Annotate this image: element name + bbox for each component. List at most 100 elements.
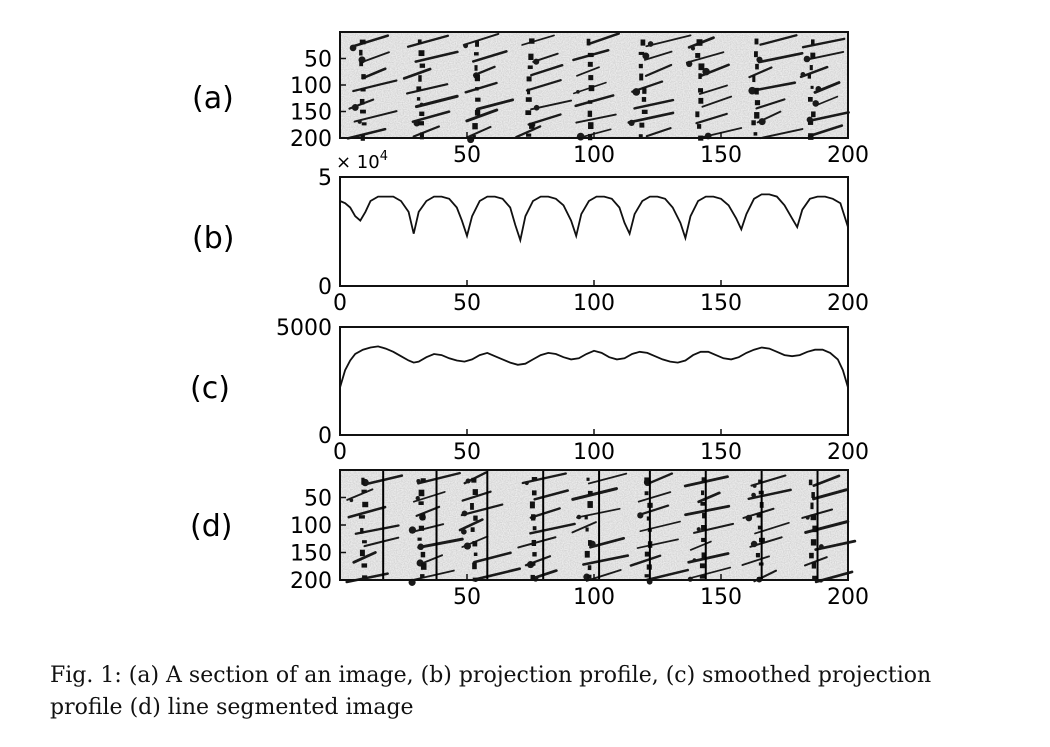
ink-mark: [585, 527, 589, 532]
ink-dot: [748, 86, 757, 95]
ink-mark: [420, 551, 426, 558]
ink-stroke: [363, 536, 400, 548]
y-tick-label: 200: [290, 569, 332, 594]
ink-mark: [529, 38, 535, 44]
ink-stroke: [465, 108, 499, 123]
ink-stroke: [352, 551, 377, 564]
ink-stroke: [803, 556, 828, 567]
x-tick-label: 150: [700, 585, 742, 610]
y-tick-label: 150: [290, 542, 332, 567]
ink-stroke: [639, 520, 681, 533]
ink-mark: [641, 109, 648, 114]
ink-stroke: [693, 522, 735, 534]
ink-dot: [758, 118, 766, 126]
ink-mark: [698, 97, 704, 104]
ink-mark: [417, 39, 422, 44]
ink-stroke: [759, 128, 804, 140]
ink-stroke: [799, 65, 829, 79]
segment-separators: [382, 470, 819, 580]
ink-dot: [463, 542, 472, 550]
ink-stroke: [465, 125, 492, 139]
y-tick-label: 0: [318, 424, 332, 449]
ink-mark: [584, 550, 590, 558]
ink-mark: [358, 515, 365, 519]
ink-dot: [637, 512, 644, 519]
ink-stroke: [643, 50, 673, 61]
ink-mark: [587, 565, 592, 571]
ink-stroke: [645, 34, 692, 48]
ink-mark: [811, 492, 815, 499]
ink-mark: [532, 552, 537, 557]
ink-mark: [531, 477, 538, 481]
ink-mark: [531, 514, 536, 521]
ink-mark: [808, 133, 814, 140]
smoothed-profile-line: [339, 345, 849, 388]
panel-label-a: (a): [192, 81, 234, 116]
ink-mark: [359, 549, 365, 557]
ink-dot: [628, 119, 635, 126]
ink-mark: [640, 39, 646, 46]
ink-stroke: [460, 503, 504, 517]
y-tick-label: 5000: [276, 316, 332, 341]
panel-b: (b) × 104 050 50 100 150 200: [192, 149, 869, 316]
ink-mark: [470, 527, 475, 532]
x-tick-label: 200: [827, 440, 869, 465]
ink-stroke: [814, 95, 839, 107]
ink-dot: [690, 46, 696, 51]
x-tick-label: 150: [700, 291, 742, 316]
ink-stroke: [701, 95, 733, 108]
ink-stroke: [464, 81, 498, 94]
ink-stroke: [515, 125, 542, 139]
ink-mark: [639, 122, 645, 128]
ink-mark: [699, 574, 706, 579]
exponent-power: 4: [380, 149, 388, 164]
ink-mark: [530, 574, 535, 580]
ink-dot: [750, 540, 758, 548]
x-tick-label: 150: [700, 143, 742, 168]
ink-mark: [698, 88, 704, 93]
ink-mark: [472, 562, 477, 570]
ink-dot: [800, 72, 806, 77]
ink-mark: [418, 75, 422, 82]
ink-stroke: [347, 505, 387, 519]
ink-mark: [472, 541, 478, 547]
ink-dot: [818, 544, 824, 549]
ink-stroke: [575, 113, 617, 124]
ink-mark: [587, 490, 593, 496]
ink-mark: [530, 562, 536, 566]
ink-stroke: [571, 521, 597, 534]
ink-mark: [695, 111, 700, 118]
ink-mark: [587, 574, 592, 579]
ink-mark: [646, 516, 651, 521]
ink-mark: [755, 63, 759, 70]
ink-mark: [698, 73, 702, 79]
ink-mark: [701, 537, 706, 542]
ink-mark: [362, 540, 367, 544]
ink-mark: [584, 515, 588, 520]
ink-mark: [812, 575, 818, 581]
ink-stroke: [529, 522, 576, 535]
ink-stroke: [475, 98, 515, 111]
figure-caption: Fig. 1: (a) A section of an image, (b) p…: [50, 660, 1040, 724]
ink-stroke: [412, 491, 446, 503]
ink-mark: [418, 50, 425, 57]
ink-stroke: [587, 472, 628, 485]
ink-mark: [641, 97, 647, 102]
x-tick-label: 100: [573, 440, 615, 465]
ink-dot: [576, 514, 582, 520]
x-tick-label: 200: [827, 143, 869, 168]
ink-mark: [699, 563, 705, 569]
ink-mark: [754, 112, 760, 119]
ink-mark: [754, 38, 759, 45]
ink-mark: [644, 551, 650, 557]
ink-mark: [526, 76, 532, 82]
ink-dot: [696, 527, 701, 532]
ink-mark: [587, 61, 593, 67]
ink-stroke: [350, 34, 390, 48]
ink-mark: [418, 489, 425, 497]
ink-mark: [811, 39, 815, 45]
ink-mark: [638, 51, 645, 55]
